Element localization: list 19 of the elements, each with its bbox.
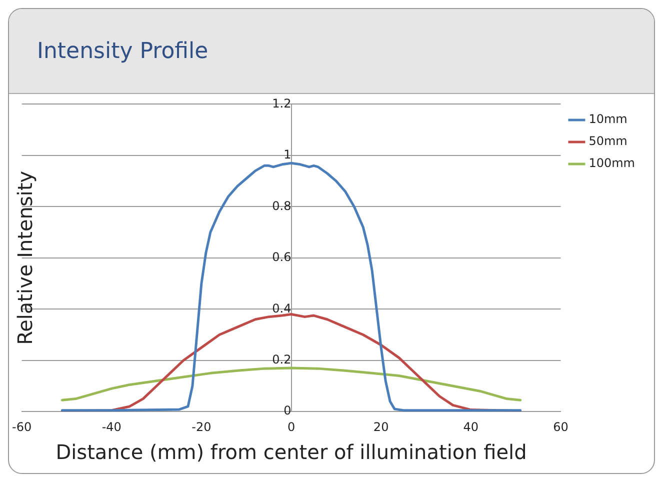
y-tick-label: 1.2 bbox=[272, 96, 292, 110]
y-tick-label: 0.6 bbox=[272, 250, 292, 264]
x-tick-label: 20 bbox=[373, 420, 389, 434]
y-tick-label: 0 bbox=[284, 404, 292, 418]
chart-title: Intensity Profile bbox=[37, 38, 208, 64]
x-tick-label: 60 bbox=[553, 420, 568, 434]
y-tick-label: 0.8 bbox=[272, 198, 292, 213]
x-axis-title: Distance (mm) from center of illumination field bbox=[56, 440, 527, 464]
legend-label: 10mm bbox=[588, 112, 628, 126]
x-tick-label: 40 bbox=[463, 420, 479, 434]
y-axis-title: Relative Intensity bbox=[13, 170, 38, 345]
y-tick-label: 1 bbox=[284, 148, 292, 162]
x-tick-label: -60 bbox=[12, 420, 32, 434]
x-tick-label: -20 bbox=[192, 420, 212, 434]
legend-label: 50mm bbox=[588, 134, 628, 148]
x-tick-label: -40 bbox=[102, 420, 122, 434]
legend-label: 100mm bbox=[588, 156, 636, 170]
y-tick-label: 0.2 bbox=[272, 352, 292, 366]
y-tick-label: 0.4 bbox=[272, 301, 292, 316]
